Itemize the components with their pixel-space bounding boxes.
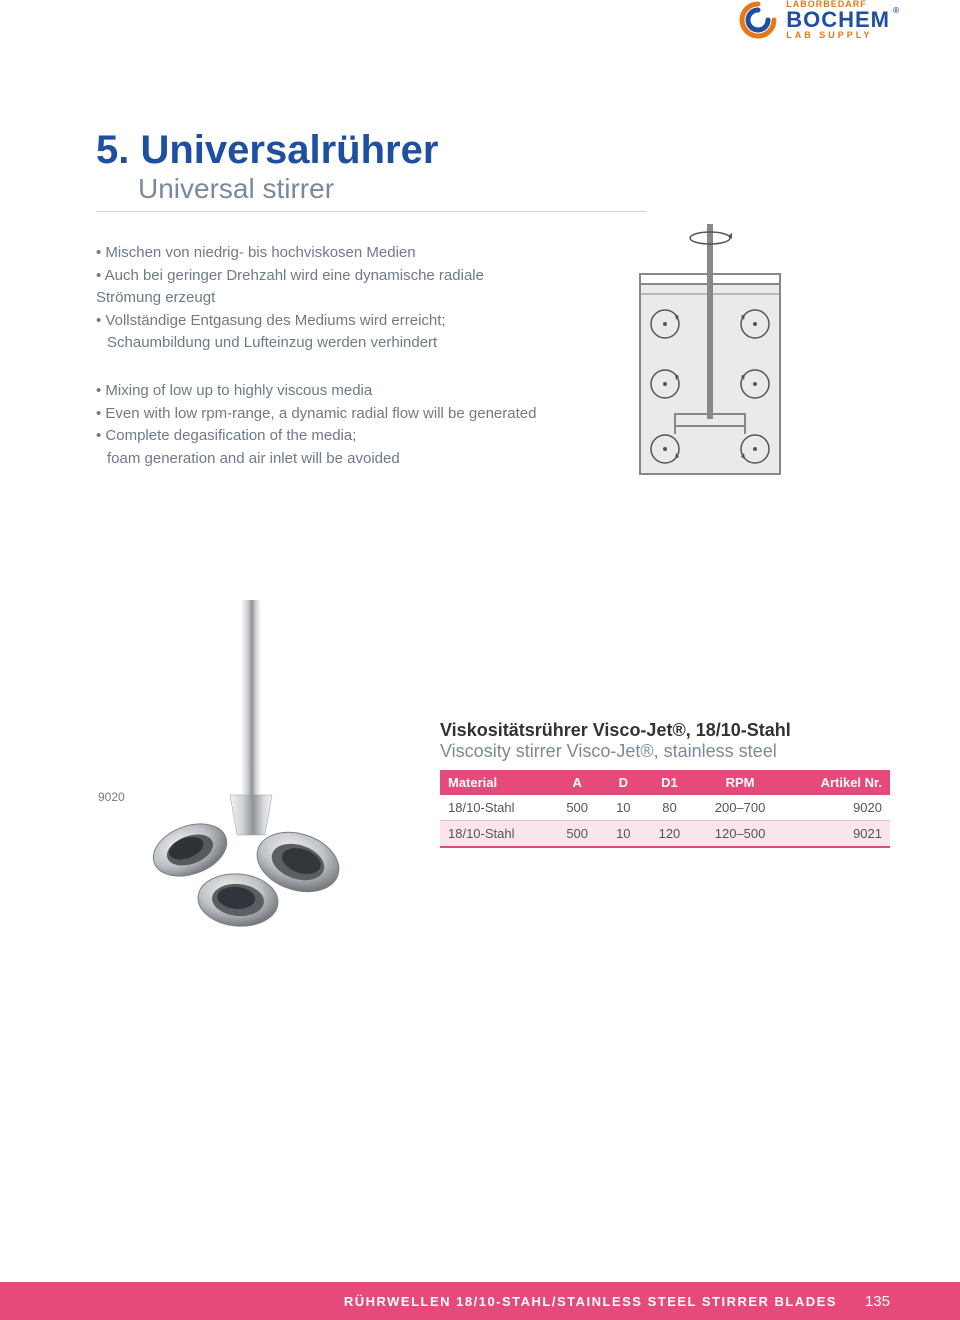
col-d1: D1	[644, 770, 695, 795]
list-item: Auch bei geringer Drehzahl wird eine dyn…	[96, 265, 546, 310]
product-table-block: Viskositätsrührer Visco-Jet®, 18/10-Stah…	[440, 720, 890, 848]
bullets-german: Mischen von niedrig- bis hochviskosen Me…	[96, 242, 546, 355]
cell: 18/10-Stahl	[440, 795, 552, 821]
list-item: Vollständige Entgasung des Mediums wird …	[96, 310, 546, 355]
page-footer: RÜHRWELLEN 18/10-STAHL/STAINLESS STEEL S…	[0, 1282, 960, 1320]
brand-logo: LABORBEDARF BOCHEM ® LAB SUPPLY	[738, 0, 890, 40]
bullet-cont: Schaumbildung und Lufteinzug werden verh…	[96, 332, 546, 355]
cell: 120	[644, 821, 695, 848]
bullet-text: Complete degasification of the media;	[105, 427, 356, 444]
table-row: 18/10-Stahl 500 10 120 120–500 9021	[440, 821, 890, 848]
heading-rule	[96, 211, 646, 212]
list-item: Even with low rpm-range, a dynamic radia…	[96, 403, 546, 426]
logo-swirl-icon	[738, 0, 778, 40]
product-image	[120, 600, 380, 940]
logo-name: BOCHEM ®	[786, 9, 890, 31]
footer-text: RÜHRWELLEN 18/10-STAHL/STAINLESS STEEL S…	[344, 1294, 837, 1309]
heading-title: 5. Universalrührer	[96, 128, 438, 173]
cell: 9021	[785, 821, 890, 848]
bullet-text: Even with low rpm-range, a dynamic radia…	[105, 405, 536, 422]
col-a: A	[552, 770, 603, 795]
bullets-english: Mixing of low up to highly viscous media…	[96, 380, 546, 470]
list-item: Complete degasification of the media; foa…	[96, 425, 546, 470]
cell: 10	[603, 821, 644, 848]
logo-bottomline: LAB SUPPLY	[786, 31, 890, 40]
logo-name-text: BOCHEM	[786, 7, 890, 32]
bullet-text: Mixing of low up to highly viscous media	[105, 382, 372, 399]
stirrer-diagram-icon	[620, 224, 800, 484]
cell: 200–700	[695, 795, 785, 821]
table-title-en: Viscosity stirrer Visco-Jet®, stainless …	[440, 741, 890, 762]
col-material: Material	[440, 770, 552, 795]
heading-subtitle: Universal stirrer	[138, 173, 876, 205]
cell: 18/10-Stahl	[440, 821, 552, 848]
registered-icon: ®	[893, 7, 900, 15]
cell: 120–500	[695, 821, 785, 848]
product-label: 9020	[98, 790, 125, 804]
cell: 9020	[785, 795, 890, 821]
cell: 500	[552, 795, 603, 821]
footer-page-number: 135	[865, 1293, 890, 1310]
table-row: 18/10-Stahl 500 10 80 200–700 9020	[440, 795, 890, 821]
cell: 80	[644, 795, 695, 821]
cell: 500	[552, 821, 603, 848]
col-rpm: RPM	[695, 770, 785, 795]
bullet-text: Auch bei geringer Drehzahl wird eine dyn…	[96, 267, 484, 307]
col-d: D	[603, 770, 644, 795]
table-header-row: Material A D D1 RPM Artikel Nr.	[440, 770, 890, 795]
col-article: Artikel Nr.	[785, 770, 890, 795]
cell: 10	[603, 795, 644, 821]
bullet-cont: foam generation and air inlet will be av…	[96, 448, 546, 471]
list-item: Mischen von niedrig- bis hochviskosen Me…	[96, 242, 546, 265]
section-heading: 5. Universalrührer Universal stirrer	[96, 128, 876, 212]
bullet-text: Vollständige Entgasung des Mediums wird …	[105, 312, 445, 329]
product-table: Material A D D1 RPM Artikel Nr. 18/10-St…	[440, 770, 890, 848]
table-title-de: Viskositätsrührer Visco-Jet®, 18/10-Stah…	[440, 720, 890, 741]
bullet-text: Mischen von niedrig- bis hochviskosen Me…	[105, 244, 415, 261]
list-item: Mixing of low up to highly viscous media	[96, 380, 546, 403]
